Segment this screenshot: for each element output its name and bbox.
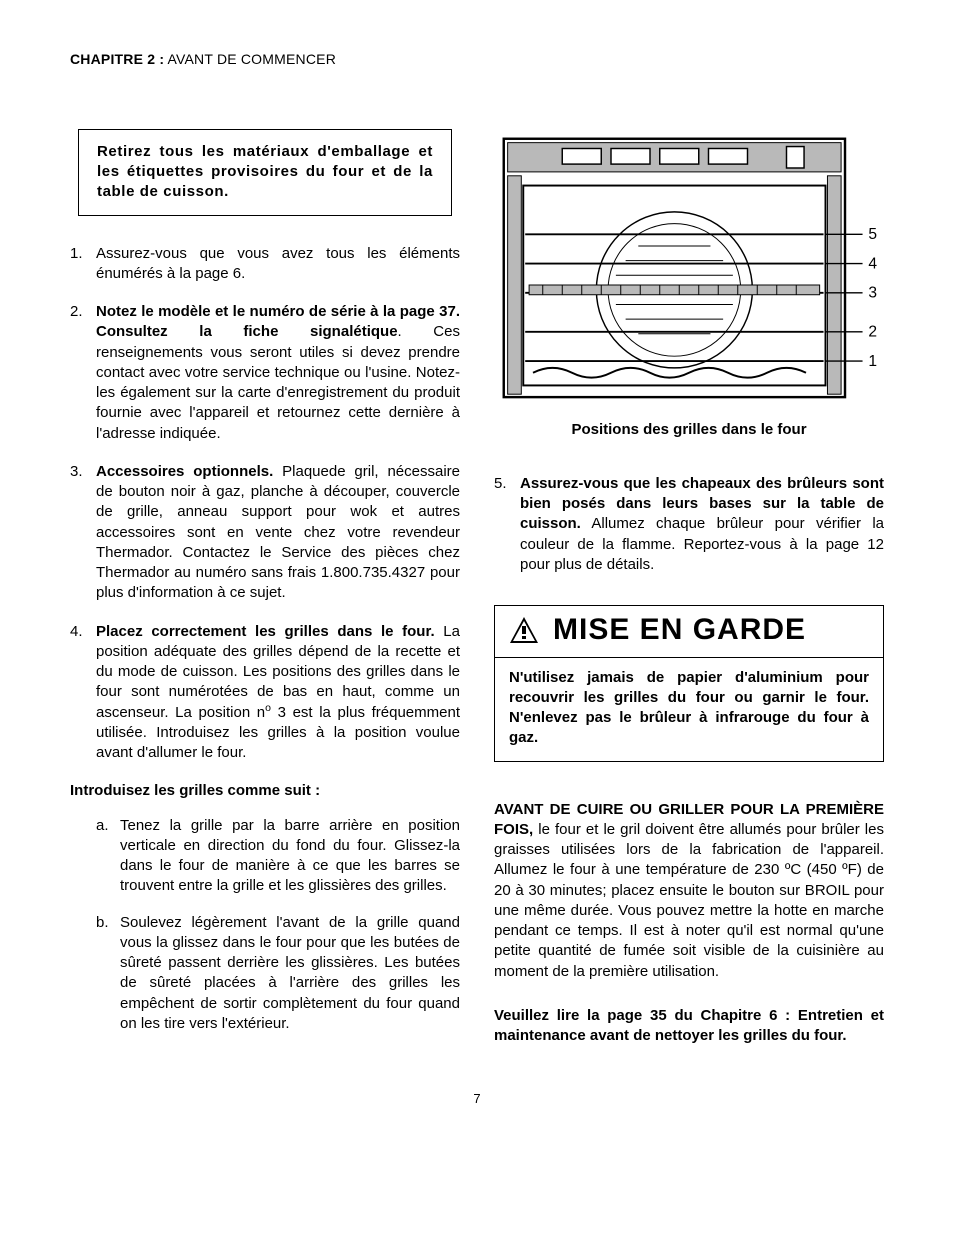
remove-packaging-text: Retirez tous les matériaux d'emballage e… [97,142,433,203]
insert-racks-heading: Introduisez les grilles comme suit : [70,781,460,801]
step-text: Assurez-vous que les chapeaux des brûleu… [520,474,884,575]
step-bold: Placez correctement les grilles dans le … [96,623,435,640]
page-number: 7 [70,1090,884,1108]
warning-body: N'utilisez jamais de papier d'aluminium … [495,658,883,761]
right-steps-list: 5. Assurez-vous que les chapeaux des brû… [494,474,884,575]
substep-a: a. Tenez la grille par la barre arrière … [96,816,460,897]
step-text: Assurez-vous que vous avez tous les élém… [96,244,460,285]
substep-text: Soulevez légèrement l'avant de la grille… [120,913,460,1035]
two-column-layout: Retirez tous les matériaux d'emballage e… [70,129,884,1050]
remove-packaging-note: Retirez tous les matériaux d'emballage e… [78,129,452,216]
substep-text: Tenez la grille par la barre arrière en … [120,816,460,897]
page-header: CHAPITRE 2 : AVANT DE COMMENCER [70,50,884,69]
warning-title-bar: MISE EN GARDE [495,606,883,658]
rack-label-4: 4 [868,255,877,272]
substep-b: b. Soulevez légèrement l'avant de la gri… [96,913,460,1035]
step-number: 3. [70,462,96,604]
figure-caption: Positions des grilles dans le four [494,420,884,440]
warning-title: MISE EN GARDE [553,610,806,651]
chapter-title: AVANT DE COMMENCER [164,51,336,67]
oven-rack-figure: 5 4 3 2 1 [494,129,884,412]
step-number: 5. [494,474,520,575]
step-number: 2. [70,302,96,444]
warning-icon [509,616,539,644]
rack-label-2: 2 [868,324,877,341]
substep-letter: b. [96,913,120,1035]
rack-label-1: 1 [868,353,877,370]
step-rest: Plaquede gril, nécessaire de bouton noir… [96,463,460,602]
step-5: 5. Assurez-vous que les chapeaux des brû… [494,474,884,575]
step-4: 4. Placez correctement les grilles dans … [70,622,460,764]
right-column: 5 4 3 2 1 Positions des grilles dans le … [494,129,884,1050]
rack-label-5: 5 [868,226,877,243]
step-2: 2. Notez le modèle et le numéro de série… [70,302,460,444]
step-rest: . Ces renseignements vous seront utiles … [96,323,460,441]
setup-steps-list: 1. Assurez-vous que vous avez tous les é… [70,244,460,764]
first-time-text: le four et le gril doivent être allumés … [494,821,884,980]
step-3: 3. Accessoires optionnels. Plaquede gril… [70,462,460,604]
step-text: Accessoires optionnels. Plaquede gril, n… [96,462,460,604]
step-bold: Accessoires optionnels. [96,463,273,480]
read-page-35-note: Veuillez lire la page 35 du Chapitre 6 :… [494,1006,884,1047]
step-number: 4. [70,622,96,764]
first-time-paragraph: AVANT DE CUIRE OU GRILLER POUR LA PREMIÈ… [494,800,884,982]
insert-racks-list: a. Tenez la grille par la barre arrière … [96,816,460,1035]
left-column: Retirez tous les matériaux d'emballage e… [70,129,460,1050]
substep-letter: a. [96,816,120,897]
step-text: Notez le modèle et le numéro de série à … [96,302,460,444]
rack-label-3: 3 [868,285,877,302]
warning-box: MISE EN GARDE N'utilisez jamais de papie… [494,605,884,762]
oven-illustration: 5 4 3 2 1 [494,129,884,412]
step-number: 1. [70,244,96,285]
chapter-label: CHAPITRE 2 : [70,51,164,67]
step-1: 1. Assurez-vous que vous avez tous les é… [70,244,460,285]
step-text: Placez correctement les grilles dans le … [96,622,460,764]
